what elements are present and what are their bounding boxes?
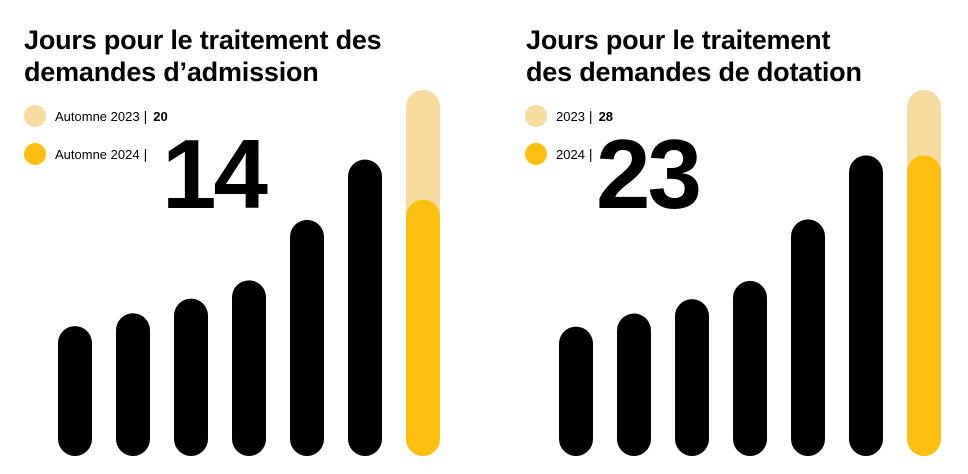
legend-item-previous: 2023 | 28 bbox=[525, 104, 613, 128]
legend-swatch-current bbox=[525, 143, 547, 165]
legend-item-current: 2024 | bbox=[525, 142, 593, 166]
legend-label: 2023 bbox=[556, 108, 585, 124]
legend-value: 20 bbox=[153, 108, 168, 124]
bar-chart bbox=[58, 90, 440, 457]
title-line-2: des demandes de dotation bbox=[526, 57, 862, 87]
current-year-bar bbox=[907, 155, 941, 456]
title-line-2: demandes d’admission bbox=[24, 57, 319, 87]
history-bar bbox=[617, 313, 651, 456]
admission-chart-panel: Jours pour le traitement des demandes d’a… bbox=[24, 24, 440, 457]
legend-label: Automne 2023 bbox=[55, 108, 140, 124]
legend-swatch-previous bbox=[24, 105, 46, 127]
legend-separator: | bbox=[143, 108, 148, 124]
history-bar bbox=[290, 219, 324, 456]
legend-separator: | bbox=[143, 146, 148, 162]
legend-label: Automne 2024 bbox=[55, 146, 140, 162]
history-bar bbox=[733, 280, 767, 456]
legend-separator: | bbox=[588, 146, 593, 162]
legend-swatch-previous bbox=[525, 105, 547, 127]
highlight-value: 23 bbox=[596, 119, 702, 229]
bar-chart bbox=[559, 90, 941, 456]
legend-item-previous: Automne 2023 | 20 bbox=[24, 104, 168, 128]
highlight-value: 14 bbox=[162, 119, 268, 229]
history-bar bbox=[675, 299, 709, 456]
dotation-chart-panel: Jours pour le traitement des demandes de … bbox=[484, 0, 968, 474]
chart-title: Jours pour le traitement des demandes d’a… bbox=[24, 24, 382, 88]
history-bar bbox=[116, 313, 150, 456]
history-bar bbox=[232, 280, 266, 456]
legend-swatch-current bbox=[24, 143, 46, 165]
legend-value: 28 bbox=[598, 108, 614, 124]
title-line-1: Jours pour le traitement bbox=[526, 25, 831, 55]
current-year-bar bbox=[406, 199, 440, 457]
history-bar bbox=[174, 298, 208, 456]
history-bar bbox=[849, 155, 883, 456]
chart-title: Jours pour le traitement des demandes de … bbox=[526, 24, 862, 88]
legend-separator: | bbox=[588, 108, 593, 124]
legend-item-current: Automne 2024 | bbox=[24, 142, 147, 166]
history-bar bbox=[559, 326, 593, 456]
title-line-1: Jours pour le traitement des bbox=[24, 25, 382, 55]
history-bar bbox=[58, 326, 92, 456]
legend-label: 2024 bbox=[556, 146, 585, 162]
history-bar bbox=[791, 219, 825, 456]
history-bar bbox=[348, 159, 382, 457]
